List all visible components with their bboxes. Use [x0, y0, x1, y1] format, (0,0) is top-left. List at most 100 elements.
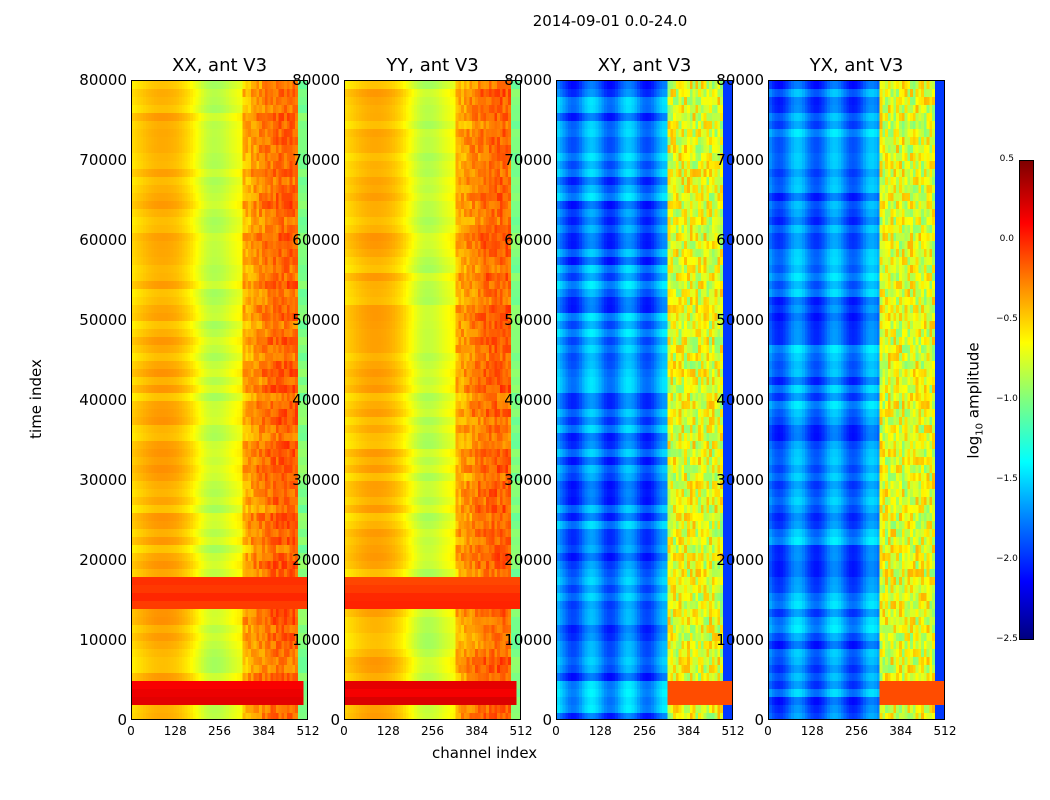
heatmap-cell [256, 313, 260, 322]
heatmap-cell [170, 353, 174, 362]
heatmap-cell [137, 145, 141, 154]
heatmap-cell [226, 505, 230, 514]
heatmap-cell [165, 377, 169, 386]
heatmap-cell [148, 625, 152, 634]
heatmap-cell [148, 425, 152, 434]
heatmap-cell [165, 89, 169, 98]
heatmap-cell [176, 289, 180, 298]
heatmap-cell [226, 129, 230, 138]
heatmap-cell [201, 361, 205, 370]
heatmap-cell [220, 353, 224, 362]
heatmap-cell [167, 209, 172, 218]
heatmap-cell [297, 369, 302, 378]
heatmap-cell [292, 569, 296, 578]
heatmap-cell [145, 641, 149, 650]
heatmap-cell [306, 265, 307, 274]
heatmap-cell [270, 657, 274, 666]
heatmap-cell [275, 393, 279, 402]
heatmap-cell [226, 305, 230, 314]
heatmap-cell [300, 433, 304, 442]
heatmap-cell [267, 361, 271, 370]
heatmap-cell [209, 417, 213, 426]
heatmap-cell [167, 641, 172, 650]
heatmap-cell [156, 545, 160, 554]
heatmap-cell [278, 457, 282, 466]
heatmap-cell [143, 433, 147, 442]
heatmap-cell [284, 481, 288, 490]
heatmap-cell [297, 281, 302, 290]
heatmap-cell [297, 441, 302, 450]
heatmap-cell [145, 289, 149, 298]
heatmap-cell [132, 553, 136, 562]
heatmap-cell [267, 353, 271, 362]
heatmap-cell [306, 321, 307, 330]
heatmap-cell [214, 89, 219, 98]
heatmap-cell [256, 417, 260, 426]
heatmap-cell [184, 537, 188, 546]
heatmap-cell [156, 553, 160, 562]
heatmap-cell [165, 289, 169, 298]
heatmap-cell [143, 393, 147, 402]
heatmap-cell [226, 297, 230, 306]
heatmap-cell [209, 489, 213, 498]
heatmap-cell [300, 681, 304, 690]
heatmap-cell [250, 697, 254, 706]
heatmap-cell [278, 193, 282, 202]
heatmap-cell [179, 457, 183, 466]
heatmap-cell [195, 433, 199, 442]
heatmap-cell [228, 545, 232, 554]
heatmap-cell [217, 561, 221, 570]
heatmap-cell [281, 697, 285, 706]
heatmap-cell [259, 529, 263, 538]
heatmap-cell [306, 489, 307, 498]
heatmap-cell [237, 305, 241, 314]
heatmap-cell [167, 513, 172, 522]
heatmap-cell [198, 433, 202, 442]
heatmap-cell [151, 497, 155, 506]
heatmap-cell [154, 649, 158, 658]
heatmap-cell [234, 89, 238, 98]
heatmap-cell [184, 345, 188, 354]
heatmap-cell [209, 497, 213, 506]
heatmap-cell [209, 377, 213, 386]
heatmap-cell [228, 425, 232, 434]
heatmap-cell [206, 153, 210, 162]
heatmap-cell [261, 681, 266, 690]
heatmap-cell [256, 665, 260, 674]
heatmap-cell [242, 633, 246, 642]
heatmap-cell [187, 521, 191, 530]
heatmap-cell [253, 129, 257, 138]
heatmap-cell [253, 665, 257, 674]
heatmap-cell [176, 233, 180, 242]
heatmap-cell [170, 545, 174, 554]
heatmap-cell [300, 137, 304, 146]
heatmap-cell [234, 601, 238, 610]
heatmap-cell [253, 161, 257, 170]
heatmap-cell [132, 329, 136, 338]
heatmap-cell [284, 305, 288, 314]
heatmap-cell [165, 393, 169, 402]
heatmap-cell [203, 513, 207, 522]
heatmap-cell [134, 241, 138, 250]
heatmap-cell [148, 265, 152, 274]
heatmap-cell [270, 457, 274, 466]
heatmap-cell [292, 689, 296, 698]
heatmap-cell [132, 353, 136, 362]
heatmap-cell [187, 265, 191, 274]
heatmap-cell [170, 401, 174, 410]
heatmap-cell [162, 217, 166, 226]
heatmap-cell [284, 545, 288, 554]
heatmap-cell [212, 225, 216, 234]
heatmap-cell [259, 657, 263, 666]
heatmap-cell [242, 617, 246, 626]
heatmap-cell [242, 225, 246, 234]
heatmap-cell [151, 553, 155, 562]
heatmap-cell [192, 457, 196, 466]
heatmap-cell [206, 657, 210, 666]
heatmap-cell [137, 313, 141, 322]
heatmap-cell [275, 105, 279, 114]
heatmap-cell [148, 689, 152, 698]
heatmap-cell [184, 673, 188, 682]
panel-title-xy: XY, ant V3 [556, 55, 733, 76]
heatmap-cell [250, 649, 254, 658]
